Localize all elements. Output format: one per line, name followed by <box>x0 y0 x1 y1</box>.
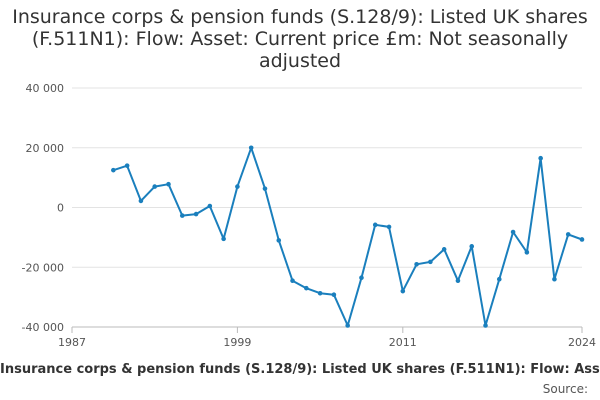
data-point <box>276 238 282 243</box>
data-point <box>428 259 433 265</box>
data-point <box>152 184 158 189</box>
data-point <box>166 181 171 187</box>
x-axis-label-text: Insurance corps & pension funds (S.128/9… <box>0 362 600 377</box>
data-point <box>496 276 502 282</box>
data-point <box>138 198 144 204</box>
data-point <box>441 247 447 252</box>
data-point <box>290 278 295 283</box>
data-point <box>455 278 461 283</box>
chart-title: Insurance corps & pension funds (S.128/9… <box>0 6 600 72</box>
data-point <box>262 186 268 191</box>
data-point <box>193 211 199 217</box>
data-point <box>552 276 557 282</box>
data-point <box>124 163 130 168</box>
series-line <box>113 146 583 327</box>
data-point <box>235 184 240 189</box>
data-point <box>179 213 185 218</box>
data-point <box>372 222 378 228</box>
data-point <box>317 290 323 296</box>
data-point <box>111 167 116 173</box>
source-label: Source: <box>542 382 588 396</box>
x-tick-label: 1999 <box>223 336 251 349</box>
data-point <box>248 145 254 151</box>
x-axis-label: Insurance corps & pension funds (S.128/9… <box>0 362 600 380</box>
data-point <box>400 288 406 294</box>
data-point <box>386 224 392 230</box>
data-point <box>304 285 309 291</box>
data-point <box>565 232 571 237</box>
data-point <box>579 237 585 242</box>
data-point <box>221 236 226 242</box>
data-point <box>359 275 364 281</box>
data-point <box>524 250 530 255</box>
y-tick-label: 40 000 <box>26 82 65 95</box>
y-tick-label: 20 000 <box>26 142 65 155</box>
data-point <box>510 229 516 235</box>
y-tick-label: -40 000 <box>22 321 64 334</box>
data-point <box>331 292 337 298</box>
x-tick-label: 2011 <box>389 336 417 349</box>
data-point <box>538 155 543 161</box>
chart-title-line-1: Insurance corps & pension funds (S.128/9… <box>12 6 588 28</box>
data-point <box>414 261 419 267</box>
x-tick-label: 2024 <box>568 336 596 349</box>
chart-title-line-2: (F.511N1): Flow: Asset: Current price £m… <box>31 28 569 50</box>
data-point <box>469 244 475 249</box>
chart-title-line-3: adjusted <box>258 50 342 72</box>
data-point <box>207 203 213 209</box>
data-point <box>483 323 488 328</box>
data-point <box>345 323 350 328</box>
x-tick-label: 1987 <box>58 336 86 349</box>
y-tick-label: 0 <box>57 202 64 215</box>
y-tick-label: -20 000 <box>22 261 64 274</box>
